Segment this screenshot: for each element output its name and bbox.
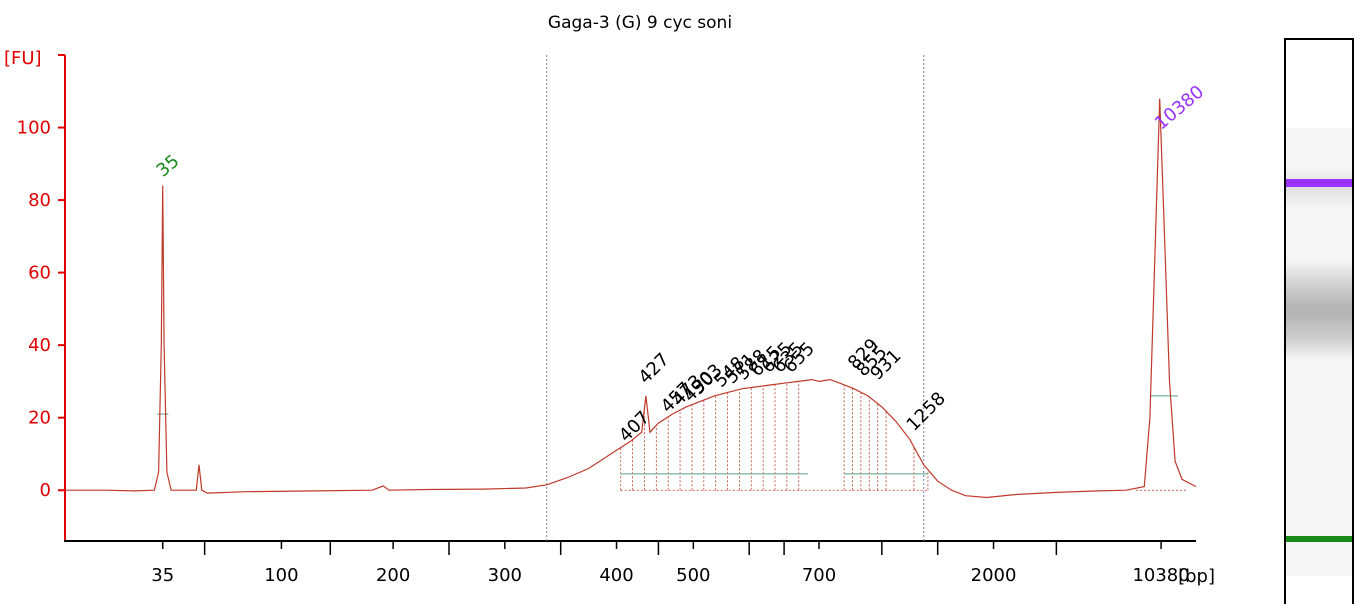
gel-band-upper-marker bbox=[1286, 179, 1352, 187]
x-tick-label: 300 bbox=[488, 565, 522, 586]
y-ticks: 0 20 40 60 80 100 bbox=[17, 54, 65, 501]
x-tick-label: 500 bbox=[676, 565, 710, 586]
electropherogram-chart: Gaga-3 (G) 9 cyc soni [FU] 020406080100 … bbox=[4, 13, 1215, 587]
x-tick-label: 400 bbox=[599, 565, 633, 586]
y-tick-label: 40 bbox=[28, 335, 51, 356]
gel-faint-upper bbox=[1286, 168, 1352, 208]
x-tick-label: 700 bbox=[802, 565, 836, 586]
peak-label: 427 bbox=[635, 349, 674, 388]
gel-smear bbox=[1286, 260, 1352, 360]
y-tick-label: 80 bbox=[28, 190, 51, 211]
x-tick-label: 10380 bbox=[1132, 565, 1189, 586]
x-tick-label: 2000 bbox=[971, 565, 1017, 586]
y-tick-label: 60 bbox=[28, 263, 51, 284]
x-ticks: 35 100 200 300 400 500 700 2000 10380 bbox=[151, 541, 1190, 586]
region-dividers bbox=[546, 55, 925, 541]
y-axis-label: [FU] bbox=[4, 48, 42, 69]
y-tick-label: 100 bbox=[17, 118, 51, 139]
peak-label: 1258 bbox=[903, 388, 950, 435]
gel-lane-image bbox=[1284, 38, 1354, 604]
y-tick-label: 20 bbox=[28, 408, 51, 429]
gel-band-lower-marker bbox=[1286, 536, 1352, 542]
signal-trace bbox=[65, 98, 1197, 499]
x-tick-label: 100 bbox=[264, 565, 298, 586]
x-axis-label: [bp] bbox=[1178, 566, 1215, 587]
x-tick-label: 35 bbox=[151, 565, 174, 586]
peak-regions bbox=[157, 381, 1188, 491]
marker-label: 35 bbox=[152, 151, 183, 182]
y-tick-label: 0 bbox=[40, 480, 51, 501]
chart-title: Gaga-3 (G) 9 cyc soni bbox=[548, 13, 732, 33]
x-tick-label: 200 bbox=[376, 565, 410, 586]
